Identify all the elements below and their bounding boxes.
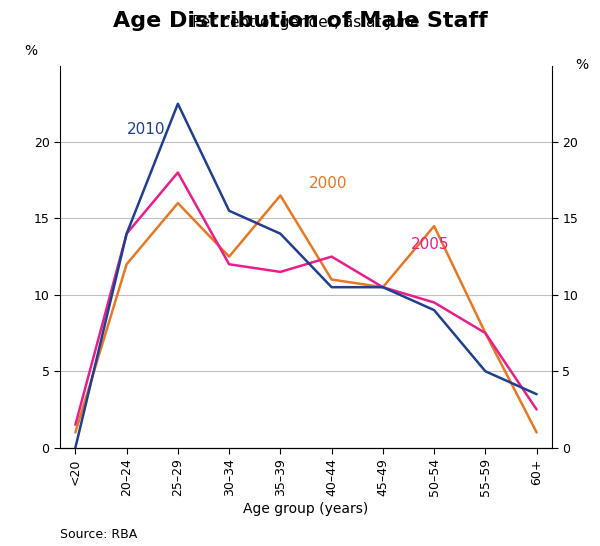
Text: Age Distribution of Male Staff: Age Distribution of Male Staff <box>113 11 487 31</box>
X-axis label: Age group (years): Age group (years) <box>244 502 368 516</box>
Y-axis label: %: % <box>24 44 37 58</box>
Title: Per cent of gender, as at June: Per cent of gender, as at June <box>192 15 420 29</box>
Text: 2010: 2010 <box>127 122 165 137</box>
Y-axis label: %: % <box>575 58 588 72</box>
Text: 2005: 2005 <box>411 237 449 252</box>
Text: Source: RBA: Source: RBA <box>60 527 137 541</box>
Text: 2000: 2000 <box>308 176 347 191</box>
